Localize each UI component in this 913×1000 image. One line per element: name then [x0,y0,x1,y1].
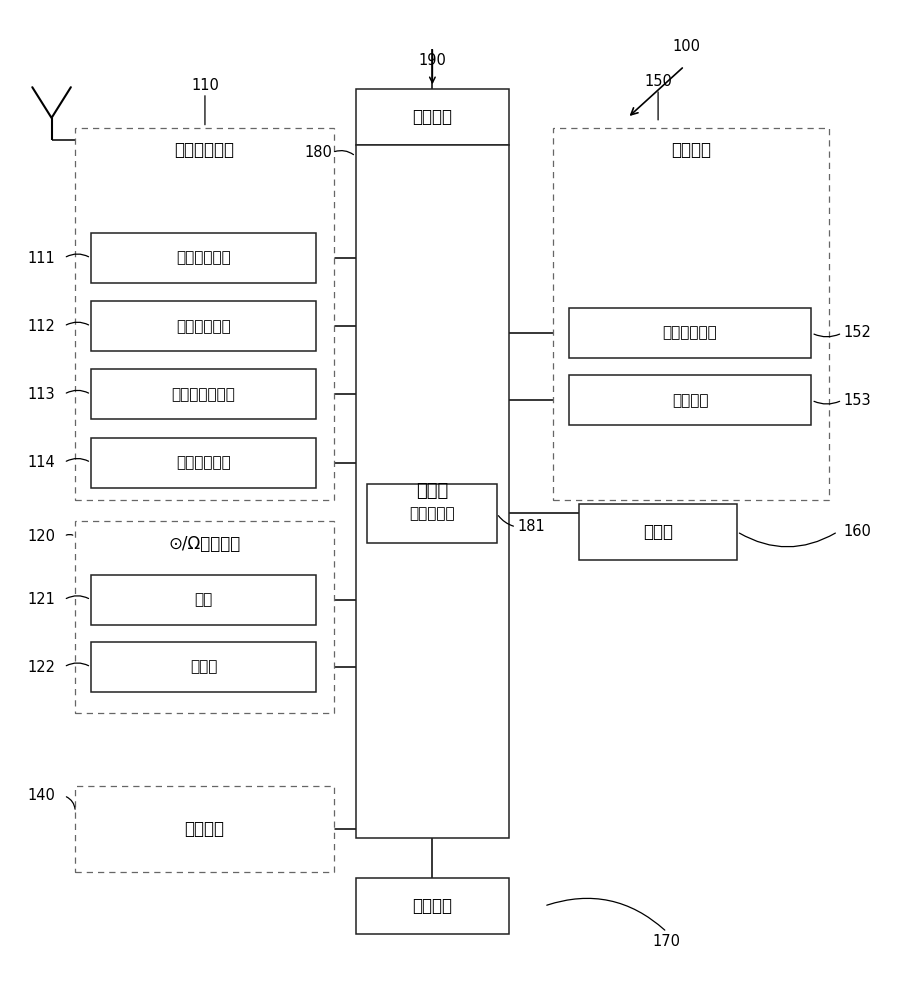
Text: 114: 114 [27,455,55,470]
Text: 照相: 照相 [194,592,213,607]
Text: 140: 140 [27,788,55,803]
Text: 181: 181 [518,519,546,534]
Bar [91,438,316,488]
Text: ⊙/Ω输入单元: ⊙/Ω输入单元 [168,535,241,553]
Text: 160: 160 [844,524,872,539]
Text: 警报单元: 警报单元 [672,393,708,408]
Text: 广播接收模块: 广播接收模块 [176,251,231,266]
Bar [75,521,334,713]
Text: 控制器: 控制器 [416,482,448,500]
Text: 113: 113 [27,387,55,402]
Text: 110: 110 [191,78,219,93]
Text: 190: 190 [418,53,446,68]
Text: 152: 152 [844,325,872,340]
Text: 感测单元: 感测单元 [184,820,225,838]
Text: 多媒体模块: 多媒体模块 [409,506,455,521]
Text: 122: 122 [27,660,55,675]
Text: 存储器: 存储器 [643,523,673,541]
Bar [569,375,812,425]
Bar [356,878,509,934]
Text: 111: 111 [27,251,55,266]
Bar [91,369,316,419]
Text: 121: 121 [27,592,55,607]
Text: 180: 180 [304,145,332,160]
Text: 短程通信模块: 短程通信模块 [176,455,231,470]
Text: 无线互联网模块: 无线互联网模块 [172,387,236,402]
Text: 音频输出模块: 音频输出模块 [663,325,718,340]
Text: 153: 153 [844,393,872,408]
Text: 麦克风: 麦克风 [190,660,217,675]
Text: 移动通信模块: 移动通信模块 [176,319,231,334]
Text: 100: 100 [672,39,700,54]
Text: 112: 112 [27,319,55,334]
Text: 170: 170 [653,934,681,949]
Text: 150: 150 [645,74,672,89]
Text: 接口单元: 接口单元 [413,897,453,915]
Text: 电源单元: 电源单元 [413,108,453,126]
Text: 120: 120 [27,529,55,544]
Bar [356,145,509,838]
Bar [356,89,509,145]
Bar [75,786,334,872]
Bar [91,642,316,692]
Text: 无线通信单元: 无线通信单元 [174,141,235,159]
Bar [91,301,316,351]
Bar [553,128,829,500]
Bar [579,504,737,560]
Bar [367,484,497,543]
Bar [91,575,316,625]
Bar [91,233,316,283]
Text: 输出单元: 输出单元 [671,141,711,159]
Bar [75,128,334,500]
Bar [569,308,812,358]
